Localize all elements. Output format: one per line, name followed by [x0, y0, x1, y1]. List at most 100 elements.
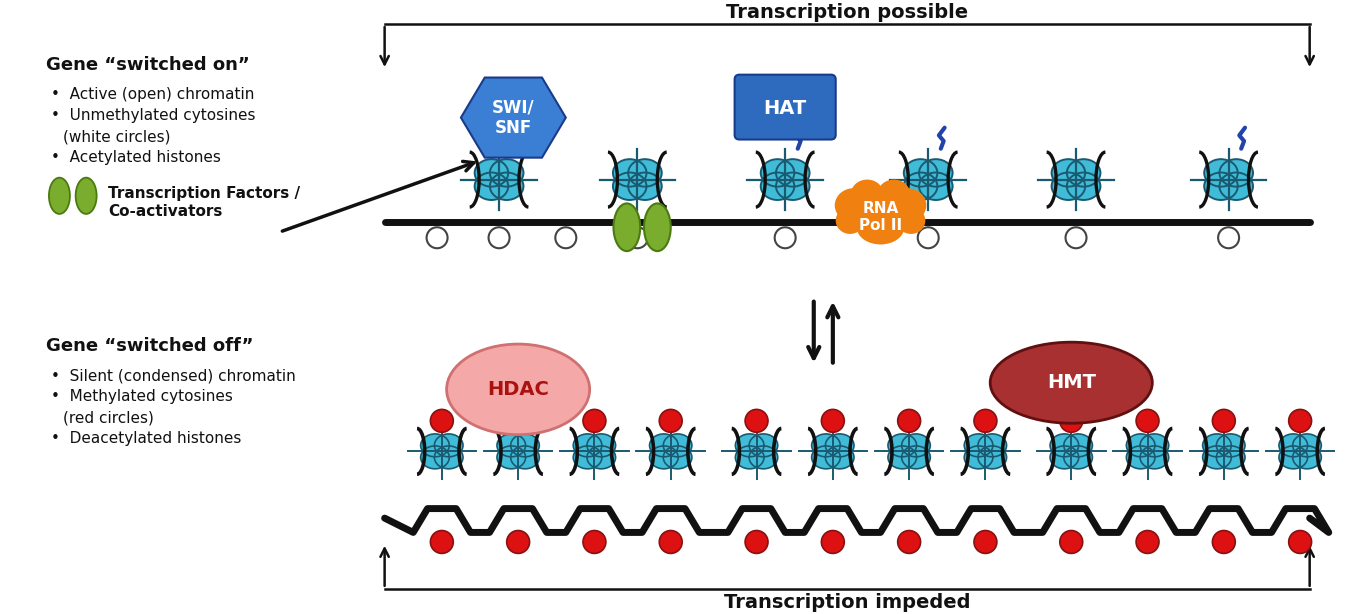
Ellipse shape [1064, 446, 1093, 469]
Ellipse shape [877, 179, 910, 208]
Circle shape [555, 227, 576, 248]
Text: •  Unmethylated cytosines: • Unmethylated cytosines [51, 108, 255, 123]
Text: HMT: HMT [1046, 373, 1095, 392]
Ellipse shape [888, 188, 927, 222]
Ellipse shape [587, 434, 616, 457]
Circle shape [1060, 410, 1083, 432]
Circle shape [507, 410, 529, 432]
Ellipse shape [836, 208, 864, 234]
Circle shape [627, 227, 648, 248]
Ellipse shape [650, 446, 679, 469]
Ellipse shape [421, 446, 450, 469]
Ellipse shape [613, 173, 647, 200]
Polygon shape [461, 77, 566, 158]
Circle shape [583, 410, 606, 432]
Circle shape [1289, 410, 1312, 432]
Text: (red circles): (red circles) [63, 410, 154, 426]
Ellipse shape [474, 173, 509, 200]
Ellipse shape [1279, 434, 1308, 457]
Ellipse shape [496, 434, 525, 457]
Text: (white circles): (white circles) [63, 129, 171, 144]
Circle shape [1137, 530, 1158, 553]
Circle shape [821, 530, 845, 553]
Ellipse shape [644, 203, 670, 251]
Ellipse shape [628, 173, 662, 200]
Ellipse shape [902, 434, 931, 457]
Circle shape [426, 227, 447, 248]
Circle shape [507, 530, 529, 553]
Ellipse shape [573, 434, 602, 457]
Ellipse shape [1202, 434, 1231, 457]
Ellipse shape [1141, 446, 1168, 469]
Circle shape [898, 530, 920, 553]
Ellipse shape [435, 434, 463, 457]
Ellipse shape [510, 434, 539, 457]
Ellipse shape [897, 208, 925, 234]
Ellipse shape [435, 446, 463, 469]
Ellipse shape [735, 434, 764, 457]
Ellipse shape [587, 446, 616, 469]
Circle shape [488, 227, 510, 248]
Ellipse shape [1293, 434, 1322, 457]
Ellipse shape [510, 446, 539, 469]
Circle shape [430, 410, 454, 432]
Ellipse shape [1050, 446, 1079, 469]
Ellipse shape [1293, 446, 1322, 469]
Ellipse shape [49, 177, 70, 214]
Text: •  Deacetylated histones: • Deacetylated histones [51, 432, 241, 446]
Ellipse shape [853, 191, 908, 235]
Ellipse shape [75, 177, 96, 214]
Ellipse shape [1052, 173, 1086, 200]
Ellipse shape [903, 173, 938, 200]
Ellipse shape [1064, 434, 1093, 457]
Circle shape [659, 410, 683, 432]
Ellipse shape [902, 446, 931, 469]
Ellipse shape [1067, 173, 1101, 200]
Ellipse shape [735, 446, 764, 469]
Circle shape [1137, 410, 1158, 432]
Circle shape [1060, 530, 1083, 553]
Text: HDAC: HDAC [487, 380, 548, 399]
Ellipse shape [776, 159, 809, 187]
Circle shape [917, 227, 939, 248]
Ellipse shape [835, 188, 873, 222]
Circle shape [1217, 227, 1239, 248]
Ellipse shape [888, 446, 917, 469]
Ellipse shape [812, 434, 840, 457]
Text: Gene “switched on”: Gene “switched on” [47, 56, 250, 74]
Circle shape [775, 227, 795, 248]
Text: SWI/
SNF: SWI/ SNF [492, 98, 535, 137]
Circle shape [1289, 530, 1312, 553]
Circle shape [973, 410, 997, 432]
Ellipse shape [628, 159, 662, 187]
Ellipse shape [825, 446, 854, 469]
Circle shape [821, 410, 845, 432]
Ellipse shape [1127, 434, 1154, 457]
Circle shape [744, 530, 768, 553]
Ellipse shape [761, 159, 794, 187]
Ellipse shape [919, 159, 953, 187]
Ellipse shape [964, 446, 993, 469]
Text: •  Acetylated histones: • Acetylated histones [51, 150, 221, 165]
Ellipse shape [990, 342, 1152, 423]
FancyBboxPatch shape [735, 75, 836, 139]
Ellipse shape [1216, 446, 1245, 469]
Text: •  Active (open) chromatin: • Active (open) chromatin [51, 87, 254, 102]
Ellipse shape [964, 434, 993, 457]
Ellipse shape [613, 159, 647, 187]
Ellipse shape [573, 446, 602, 469]
Ellipse shape [1204, 173, 1238, 200]
Ellipse shape [825, 434, 854, 457]
Ellipse shape [421, 434, 450, 457]
Ellipse shape [857, 210, 905, 244]
Ellipse shape [1141, 434, 1168, 457]
Ellipse shape [1050, 434, 1079, 457]
Ellipse shape [474, 159, 509, 187]
Ellipse shape [851, 179, 883, 208]
Text: Transcription impeded: Transcription impeded [724, 593, 971, 612]
Circle shape [659, 530, 683, 553]
Ellipse shape [978, 446, 1006, 469]
Ellipse shape [776, 173, 809, 200]
Circle shape [898, 410, 920, 432]
Ellipse shape [613, 203, 640, 251]
